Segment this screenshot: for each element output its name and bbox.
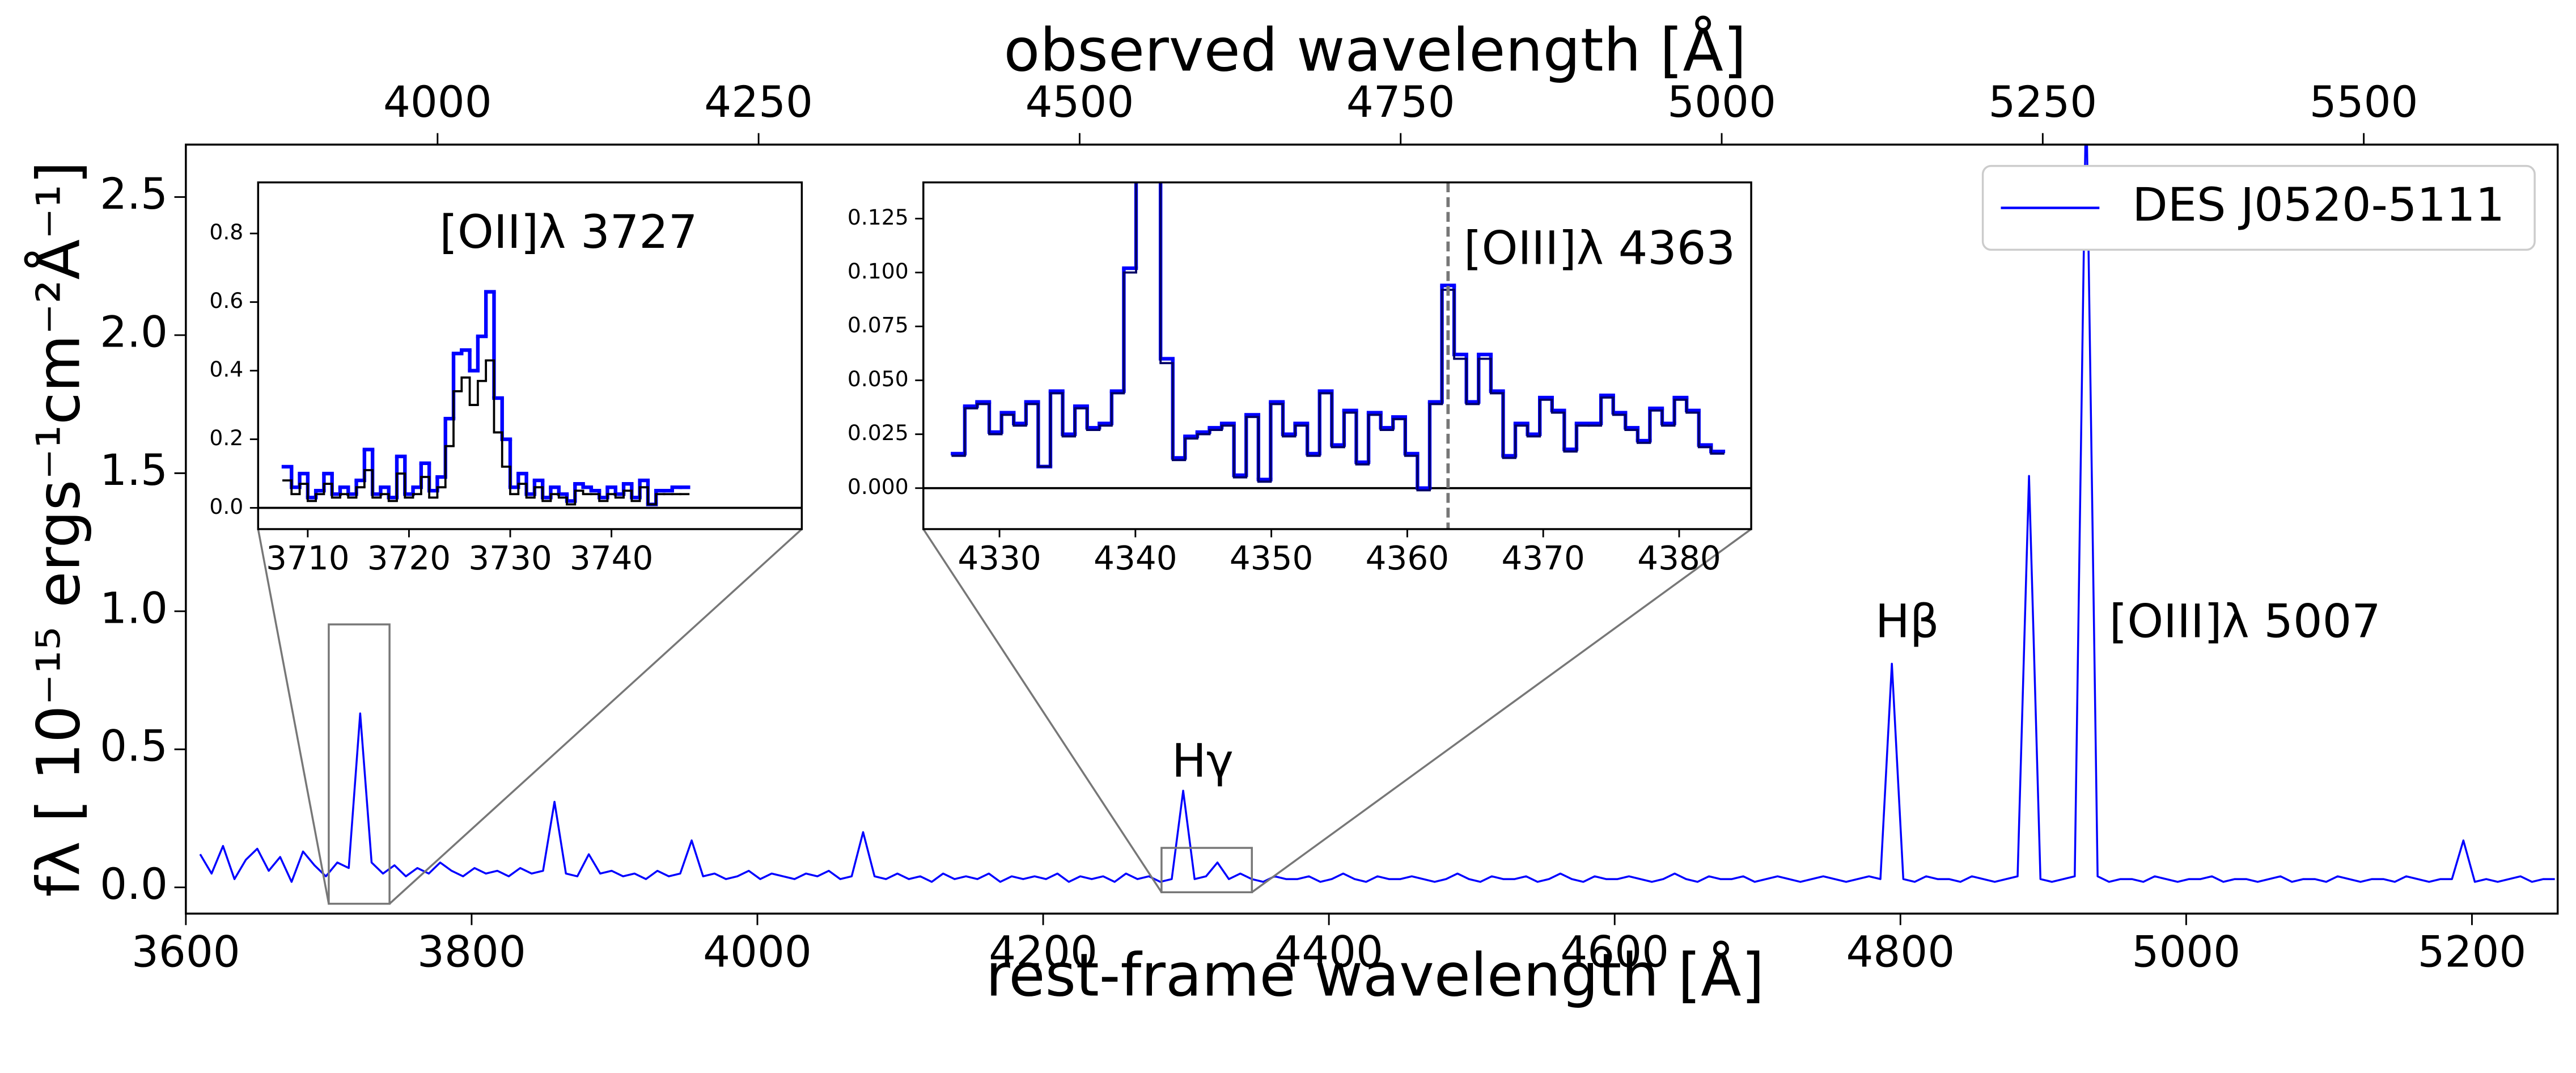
x2-tick-label: 5500 xyxy=(2310,77,2418,127)
y-tick-label: 0.4 xyxy=(209,357,243,382)
x-tick-label: 4340 xyxy=(1094,539,1177,577)
x-tick-label: 4600 xyxy=(1560,927,1669,977)
y-tick-label: 2.0 xyxy=(100,307,168,357)
x-tick-label: 4350 xyxy=(1230,539,1313,577)
zoom-connector xyxy=(922,529,1163,893)
x2-tick-label: 5250 xyxy=(1988,77,2097,127)
x-tick-label: 4200 xyxy=(989,927,1098,977)
y-tick-label: 0.6 xyxy=(209,288,243,313)
x2-tick-label: 4750 xyxy=(1346,77,1455,127)
x-tick-label: 4380 xyxy=(1637,539,1721,577)
annotation: [OIII]λ 5007 xyxy=(2109,595,2381,648)
zoom-box xyxy=(1160,847,1253,894)
step-risers xyxy=(964,182,1713,491)
y-tick-label: 2.5 xyxy=(100,169,168,219)
annotation: [OIII]λ 4363 xyxy=(1464,222,1735,276)
y-tick-label: 0.000 xyxy=(848,474,909,499)
zoom-connector xyxy=(1251,528,1752,893)
plot-frame xyxy=(922,181,1752,530)
y-tick-label: 0.100 xyxy=(848,259,909,284)
plot-area xyxy=(923,182,1752,529)
x-tick-label: 4370 xyxy=(1501,539,1584,577)
step-risers xyxy=(290,360,658,505)
annotation: [OII]λ 3727 xyxy=(439,206,697,259)
y-tick-label: 0.5 xyxy=(100,721,168,771)
x-tick-label: 4800 xyxy=(1846,927,1955,977)
y-tick-label: 1.0 xyxy=(100,583,168,633)
x-tick-label: 5200 xyxy=(2418,927,2527,977)
y-tick-label: 0.025 xyxy=(848,420,909,445)
plot-frame xyxy=(257,181,803,530)
zoom-indicators xyxy=(257,528,1752,905)
x-tick-label: 5000 xyxy=(2132,927,2241,977)
inset-oiii: 4330 4340 4350 4360 4370 4380 0.000 0.025 0.050 0… xyxy=(848,181,1752,577)
x-tick-label: 4000 xyxy=(703,927,812,977)
plot-frame xyxy=(185,143,2559,915)
plot-background xyxy=(923,182,1752,529)
y-tick-label: 0.125 xyxy=(848,205,909,230)
y-tick-label: 0.075 xyxy=(848,312,909,337)
x2-tick-label: 4000 xyxy=(383,77,492,127)
x-tick-label: 3720 xyxy=(367,539,451,577)
x-tick-label: 4400 xyxy=(1274,927,1383,977)
y-tick-label: 0.0 xyxy=(100,859,168,909)
x-tick-label: 3740 xyxy=(570,539,653,577)
y-tick-label: 1.5 xyxy=(100,445,168,495)
legend-label: DES J0520-5111 xyxy=(2132,179,2505,232)
x-tick-label: 4330 xyxy=(957,539,1041,577)
x2-tick-label: 4250 xyxy=(704,77,813,127)
y-axis-label: fλ [ 10⁻¹⁵ ergs⁻¹cm⁻²Å⁻¹] xyxy=(23,161,93,897)
zoom-connector xyxy=(388,528,803,905)
y-tick-label: 0.2 xyxy=(209,425,243,450)
legend-box xyxy=(1981,164,2536,251)
annotation: Hγ xyxy=(1172,735,1234,788)
zoom-box xyxy=(328,623,391,905)
x2-tick-label: 5000 xyxy=(1667,77,1776,127)
y-tick-label: 0.8 xyxy=(209,219,243,244)
spectrum-line xyxy=(199,144,2555,883)
x-tick-label: 4360 xyxy=(1366,539,1449,577)
x-tick-label: 3710 xyxy=(266,539,349,577)
x-tick-label: 3800 xyxy=(417,927,526,977)
inset-oii: 3710 3720 3730 3740 0.0 0.2 0.4 0.6 0.8 xyxy=(209,181,803,577)
x2-axis-label: observed wavelength [Å] xyxy=(1004,15,1747,85)
x2-tick-label: 4500 xyxy=(1026,77,1134,127)
y-tick-label: 0.050 xyxy=(848,366,909,391)
zoom-connector xyxy=(257,529,330,904)
y-tick-label: 0.0 xyxy=(209,494,243,519)
x-axis-label: rest-frame wavelength [Å] xyxy=(986,940,1764,1010)
x-tick-label: 3730 xyxy=(468,539,552,577)
annotations: Hγ Hβ [OIII]λ 5007 [OII]λ 3727 [OIII]λ 4… xyxy=(23,15,2380,1009)
annotation: Hβ xyxy=(1875,595,1939,648)
plot-area xyxy=(199,144,2555,883)
plot-area xyxy=(258,290,802,509)
x-tick-label: 3600 xyxy=(132,927,240,977)
legend: DES J0520-5111 xyxy=(1981,164,2536,251)
plot-background xyxy=(258,182,802,529)
